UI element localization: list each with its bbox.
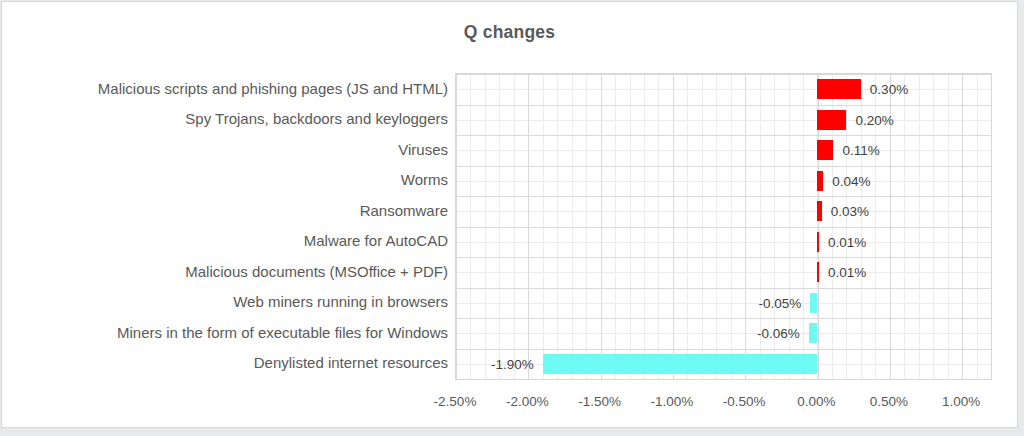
bar-positive <box>817 110 846 130</box>
value-label: 0.01% <box>828 234 866 249</box>
value-label: 0.11% <box>842 143 879 158</box>
category-label: Denylisted internet resources <box>2 348 448 379</box>
bar-positive <box>817 201 821 221</box>
value-label: 0.04% <box>832 173 870 188</box>
value-label: 0.20% <box>855 112 893 127</box>
x-tick-label: -1.00% <box>651 392 694 412</box>
value-label: -0.05% <box>758 295 801 310</box>
category-label: Malware for AutoCAD <box>2 226 448 257</box>
bar-negative <box>810 293 817 313</box>
value-label: 0.30% <box>870 82 908 97</box>
plot-area: 0.30% 0.20% 0.11% 0.04% 0.03% 0.01% 0.01% -0.05… <box>455 73 992 380</box>
category-label: Malicious scripts and phishing pages (JS… <box>2 73 448 104</box>
category-label: Worms <box>2 165 448 196</box>
category-label: Viruses <box>2 134 448 165</box>
category-label: Ransomware <box>2 195 448 226</box>
x-tick-label: 0.00% <box>797 392 835 412</box>
x-tick-label: 1.00% <box>942 392 980 412</box>
bar-positive <box>817 79 860 99</box>
bar-negative <box>543 354 818 374</box>
x-tick-label: 0.50% <box>870 392 908 412</box>
x-tick-label: -1.50% <box>578 392 621 412</box>
value-label: 0.03% <box>831 204 869 219</box>
bar-positive <box>817 232 818 252</box>
chart-title: Q changes <box>2 22 1017 43</box>
category-label: Web miners running in browsers <box>2 287 448 318</box>
category-axis: Malicious scripts and phishing pages (JS… <box>2 73 448 378</box>
bar-positive <box>817 140 833 160</box>
x-axis: -2.50%-2.00%-1.50%-1.00%-0.50%0.00%0.50%… <box>455 392 990 412</box>
bar-positive <box>817 171 823 191</box>
value-label: 0.01% <box>828 265 866 280</box>
x-tick-label: -2.00% <box>506 392 549 412</box>
x-tick-label: -2.50% <box>434 392 477 412</box>
page-background: Q changes Malicious scripts and phishing… <box>0 0 1024 436</box>
value-label: -1.90% <box>491 356 534 371</box>
category-label: Miners in the form of executable files f… <box>2 317 448 348</box>
bar-positive <box>817 262 818 282</box>
bar-negative <box>809 323 818 343</box>
x-tick-label: -0.50% <box>723 392 766 412</box>
category-label: Malicious documents (MSOffice + PDF) <box>2 256 448 287</box>
chart-area: Q changes Malicious scripts and phishing… <box>1 1 1018 428</box>
value-label: -0.06% <box>757 326 800 341</box>
category-label: Spy Trojans, backdoors and keyloggers <box>2 104 448 135</box>
